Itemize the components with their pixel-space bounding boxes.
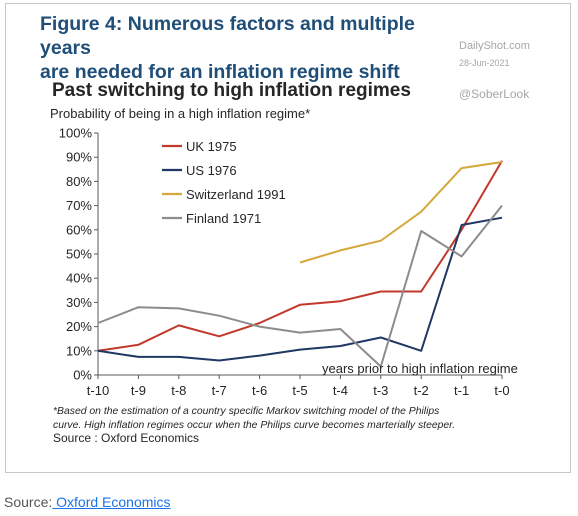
- y-tick-label: 20%: [66, 319, 92, 334]
- page-source: Source: Oxford Economics: [4, 494, 171, 510]
- figure-title-line-1: Figure 4: Numerous factors and multiple …: [40, 13, 415, 59]
- y-tick-label: 30%: [66, 295, 92, 310]
- legend-label-us-1976: US 1976: [186, 163, 237, 178]
- x-tick-label: t-5: [292, 383, 307, 398]
- x-tick-label: t-3: [373, 383, 388, 398]
- legend-label-switzerland-1991: Switzerland 1991: [186, 187, 286, 202]
- chart-axes: 0% 10% 20% 30% 40% 50% 60% 70% 80% 90% 100% t-10 t-9…: [59, 126, 510, 399]
- x-tick-label: t-1: [454, 383, 469, 398]
- oxford-economics-link[interactable]: Oxford Economics: [52, 494, 171, 510]
- x-tick-label: t-7: [212, 383, 227, 398]
- footnote-line-2: curve. High inflation regimes occur when…: [53, 419, 456, 431]
- chart-source: Source : Oxford Economics: [53, 431, 200, 445]
- y-tick-label: 70%: [66, 198, 92, 213]
- series-line-finland-1971: [97, 204, 503, 368]
- watermark-date: 28-Jun-2021: [459, 58, 510, 68]
- chart-title: Past switching to high inflation regimes: [52, 80, 411, 101]
- y-tick-label: 0%: [73, 368, 92, 383]
- x-tick-label: t-4: [333, 383, 348, 398]
- watermark-site: DailyShot.com: [459, 40, 530, 52]
- legend-label-finland-1971: Finland 1971: [186, 211, 261, 226]
- series-line-us-1976: [97, 216, 503, 362]
- chart-footnote: *Based on the estimation of a country sp…: [53, 405, 523, 432]
- x-tick-label: t-8: [171, 383, 186, 398]
- footnote-line-1: *Based on the estimation of a country sp…: [53, 406, 440, 417]
- x-tick-label: t-10: [87, 383, 109, 398]
- legend-label-uk-1975: UK 1975: [186, 139, 237, 154]
- page-source-label: Source:: [4, 494, 53, 510]
- figure-title: Figure 4: Numerous factors and multiple …: [40, 12, 460, 84]
- watermark-handle: @SoberLook: [459, 87, 530, 101]
- x-tick-label: t-9: [131, 383, 146, 398]
- series-line-uk-1975: [97, 160, 503, 352]
- x-tick-label: t-0: [494, 383, 509, 398]
- figure-title-line-2: are needed for an inflation regime shift: [40, 61, 400, 83]
- chart-legend: UK 1975 US 1976 Switzerland 1991 Finland 19…: [162, 139, 286, 226]
- series-line-switzerland-1991: [299, 161, 503, 264]
- y-tick-label: 80%: [66, 174, 92, 189]
- y-tick-label: 60%: [66, 222, 92, 237]
- x-tick-label: t-6: [252, 383, 267, 398]
- y-axis-label: Probability of being in a high inflation…: [50, 106, 311, 121]
- x-tick-label: t-2: [414, 383, 429, 398]
- y-tick-label: 40%: [66, 271, 92, 286]
- x-axis-label: years prior to high inflation regime: [322, 361, 518, 376]
- y-tick-label: 100%: [59, 126, 93, 141]
- y-tick-label: 90%: [66, 150, 92, 165]
- y-tick-label: 10%: [66, 343, 92, 358]
- chart-series: [97, 160, 503, 368]
- y-tick-label: 50%: [66, 247, 92, 262]
